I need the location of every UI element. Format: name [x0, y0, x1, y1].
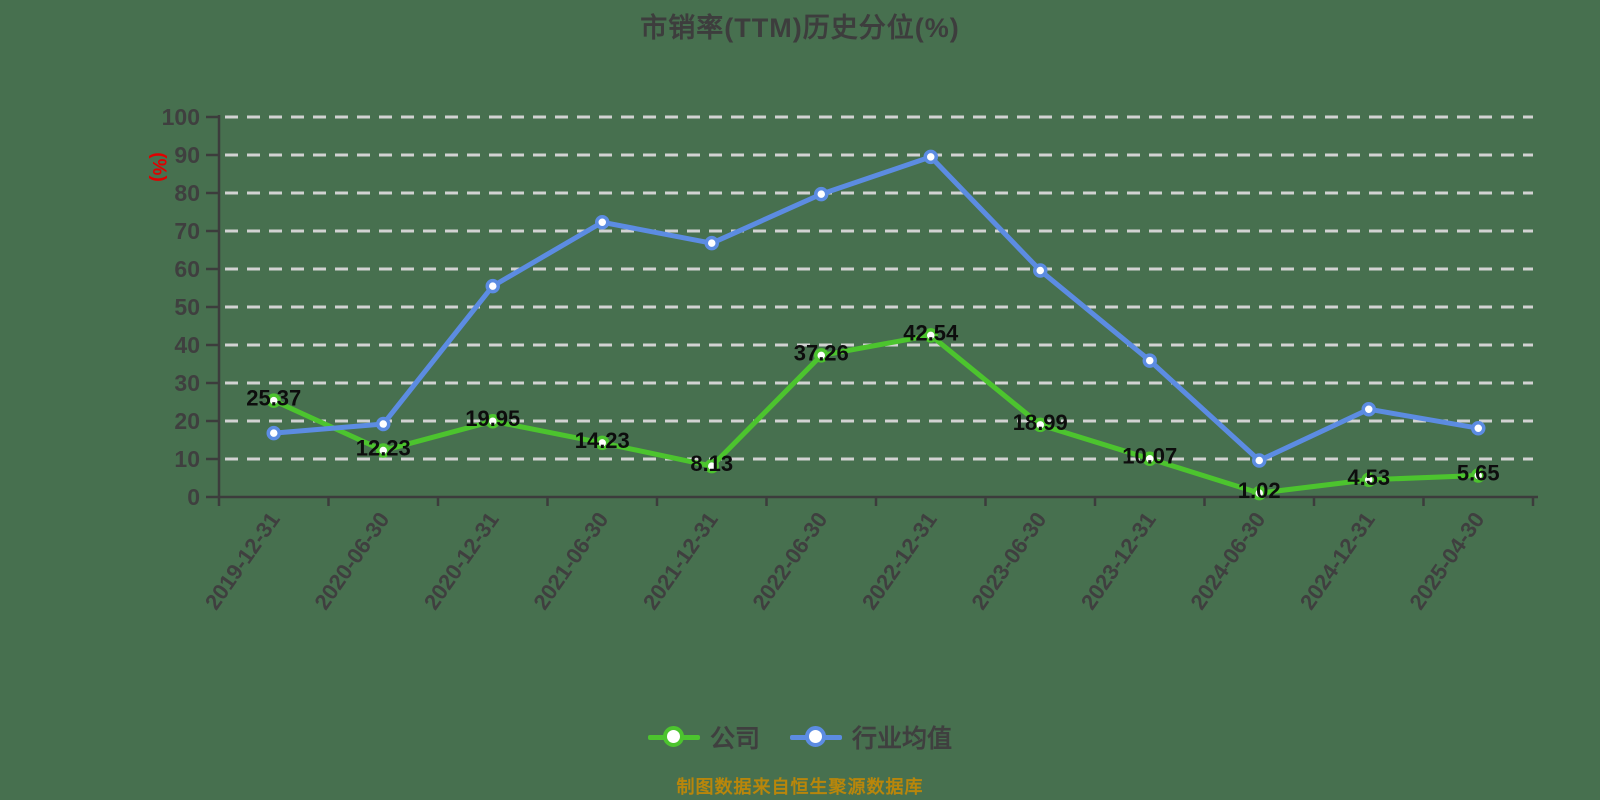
x-tick-label: 2024-12-31 — [1295, 508, 1380, 615]
x-tick-label: 2024-06-30 — [1185, 508, 1270, 615]
industry-data-point[interactable] — [1252, 453, 1267, 468]
company-data-point[interactable] — [1142, 451, 1157, 466]
company-data-point[interactable] — [704, 458, 719, 474]
point-value-label: 10.07 — [1122, 444, 1177, 469]
industry-data-point[interactable] — [485, 278, 500, 294]
point-value-label: 4.53 — [1347, 465, 1390, 490]
industry-data-point[interactable] — [1142, 353, 1157, 368]
point-value-label: 25.37 — [246, 386, 301, 411]
industry-data-point[interactable] — [1471, 420, 1486, 436]
company-series — [266, 328, 1486, 501]
x-tick-label: 2023-12-31 — [1076, 508, 1161, 615]
chart-title: 市销率(TTM)历史分位(%) — [640, 13, 960, 43]
point-value-label: 18.99 — [1013, 410, 1068, 435]
point-value-label: 1.02 — [1238, 478, 1281, 503]
x-axis-labels: 2019-12-31 2020-06-30 2020-12-31 2021-06-30… — [200, 508, 1490, 615]
industry-data-point[interactable] — [376, 416, 391, 432]
y-tick-label: 80 — [174, 180, 200, 206]
company-data-point[interactable] — [1361, 472, 1376, 488]
company-data-point[interactable] — [376, 443, 391, 458]
y-tick-label: 50 — [174, 294, 200, 320]
point-value-label: 8.13 — [690, 451, 733, 476]
company-data-point[interactable] — [595, 435, 610, 451]
x-tick-label: 2025-04-30 — [1404, 508, 1489, 615]
industry-data-point[interactable] — [704, 235, 719, 251]
y-tick-label: 70 — [174, 218, 200, 244]
company-value-labels: 25.37 12.23 19.95 14.23 8.13 37.26 42.54 18.99 1… — [246, 320, 1499, 503]
company-data-point[interactable] — [814, 348, 829, 363]
company-data-point[interactable] — [266, 393, 281, 408]
y-tick-label: 30 — [174, 370, 200, 396]
legend-label-company: 公司 — [709, 725, 760, 753]
point-value-label: 5.65 — [1457, 461, 1500, 486]
y-tick-label: 10 — [174, 446, 200, 472]
x-tick-label: 2020-06-30 — [309, 508, 394, 615]
point-value-label: 14.23 — [575, 428, 630, 453]
industry-series — [266, 149, 1486, 468]
company-data-point[interactable] — [1471, 468, 1486, 483]
y-tick-label: 0 — [187, 484, 200, 510]
company-series-marker-icon — [647, 725, 700, 749]
y-tick-label: 90 — [174, 142, 200, 168]
y-tick-label: 20 — [174, 408, 200, 434]
legend-item-company[interactable]: 公司 — [647, 719, 760, 755]
x-tick-label: 2021-06-30 — [528, 508, 613, 615]
industry-data-point[interactable] — [814, 186, 829, 202]
y-tick-label: 60 — [174, 256, 200, 282]
industry-series-marker-icon — [790, 725, 842, 749]
legend-item-industry[interactable]: 行业均值 — [790, 719, 952, 755]
industry-data-point[interactable] — [266, 425, 281, 441]
data-source-note: 制图数据来自恒生聚源数据库 — [676, 777, 924, 797]
point-value-label: 42.54 — [903, 320, 959, 345]
company-data-point[interactable] — [485, 413, 500, 429]
company-data-point[interactable] — [1252, 485, 1267, 501]
point-value-label: 37.26 — [794, 340, 849, 365]
x-tick-label: 2021-12-31 — [638, 508, 723, 615]
x-tick-label: 2022-12-31 — [857, 508, 942, 615]
legend-label-industry: 行业均值 — [852, 725, 953, 753]
y-gridlines — [225, 115, 1533, 461]
point-value-label: 12.23 — [356, 436, 411, 461]
point-value-label: 19.95 — [465, 406, 520, 431]
industry-data-point[interactable] — [1361, 401, 1376, 417]
x-tick-label: 2020-12-31 — [419, 508, 504, 615]
y-axis-unit-label: (%) — [148, 152, 169, 182]
x-tick-label: 2022-06-30 — [747, 508, 832, 615]
axes — [206, 115, 1538, 506]
y-axis-labels: 0 10 20 30 40 50 60 70 80 90 100 — [162, 104, 200, 510]
industry-data-point[interactable] — [923, 149, 938, 165]
y-tick-label: 40 — [174, 332, 200, 358]
chart-legend: 公司 行业均值 — [0, 719, 1600, 755]
industry-data-point[interactable] — [1033, 263, 1048, 278]
company-data-point[interactable] — [923, 328, 938, 343]
x-tick-label: 2019-12-31 — [200, 508, 285, 615]
company-data-point[interactable] — [1033, 417, 1048, 433]
industry-data-point[interactable] — [595, 215, 610, 230]
y-tick-label: 100 — [162, 104, 200, 130]
x-tick-label: 2023-06-30 — [966, 508, 1051, 615]
